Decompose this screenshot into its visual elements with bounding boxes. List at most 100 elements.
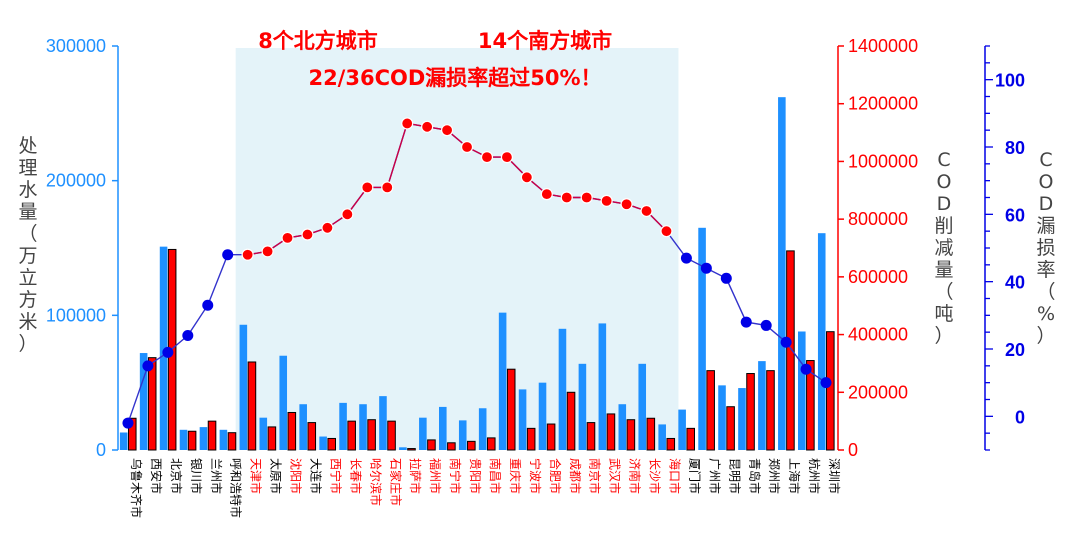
- water-bar: [399, 447, 407, 450]
- cod-bar: [247, 361, 257, 451]
- cod-bar: [726, 406, 735, 451]
- water-bar: [139, 353, 148, 450]
- cod-bar: [686, 427, 695, 451]
- leak-rate-point: [421, 120, 434, 133]
- leak-rate-point: [780, 336, 792, 348]
- leak-rate-point: [222, 249, 234, 261]
- leak-rate-point: [321, 221, 334, 234]
- category-label: 贵阳市: [468, 458, 483, 494]
- category-label: 南京市: [588, 458, 603, 494]
- cod-bar: [427, 439, 436, 451]
- right-axis-cod-tick-label: 600000: [848, 267, 908, 287]
- category-label: 宁波市: [528, 458, 543, 494]
- category-label: 郑州市: [767, 458, 782, 494]
- annotation-leak-note: 22/36COD漏损率超过50%！: [308, 66, 601, 90]
- leak-rate-point: [700, 262, 712, 274]
- right-axis-cod-tick-label: 1400000: [848, 36, 918, 56]
- leak-rate-point: [480, 151, 494, 164]
- water-bar: [798, 331, 806, 450]
- cod-bar: [467, 440, 476, 451]
- cod-bar: [526, 427, 536, 451]
- category-label: 哈尔滨市: [368, 458, 383, 506]
- water-bar: [259, 417, 268, 450]
- right-axis-cod-title-text: C O D 削减量（吨）: [934, 149, 953, 347]
- water-bar: [219, 429, 228, 450]
- leak-rate-point: [540, 188, 553, 201]
- water-bar: [319, 436, 327, 450]
- category-label: 合肥市: [548, 458, 563, 494]
- left-axis-tick-label: 300000: [46, 36, 106, 56]
- right-axis-leak-tick-label: 0: [1015, 407, 1025, 427]
- right-axis-cod-tick-label: 800000: [848, 209, 908, 229]
- cod-bar: [666, 437, 676, 451]
- leak-rate-point: [261, 245, 274, 258]
- cod-bar: [187, 430, 197, 451]
- right-axis-leak-title: C O D 漏损率（%）: [1036, 149, 1055, 347]
- water-bar: [538, 382, 547, 450]
- leak-rate-point: [460, 140, 474, 154]
- water-bar: [339, 402, 347, 450]
- cod-bar: [347, 420, 356, 451]
- category-labels: 乌鲁木齐市 西安市 北京市 银川市 兰州市 呼和浩特市 天津市 太原市 沈阳市 大连市 西宁市 长春市…: [129, 458, 842, 518]
- leak-rate-point: [620, 198, 633, 211]
- cod-bar: [766, 370, 775, 451]
- leak-rate-point: [560, 191, 573, 204]
- leak-rate-point: [281, 231, 294, 244]
- cod-bar: [566, 391, 576, 451]
- category-label: 福州市: [428, 458, 443, 494]
- water-bar: [379, 396, 387, 450]
- category-label: 石家庄市: [388, 458, 403, 506]
- right-axis-leak-tick-label: 40: [1005, 273, 1025, 293]
- leak-rate-point: [760, 319, 772, 331]
- leak-rate-point: [202, 299, 214, 311]
- water-bar: [458, 420, 467, 450]
- right-axis-cod-tick-label: 400000: [848, 325, 908, 345]
- cod-bar: [287, 411, 297, 451]
- right-axis-leak-tick-label: 20: [1005, 340, 1025, 360]
- leak-rate-point: [182, 330, 194, 342]
- water-bar: [678, 409, 686, 450]
- leak-rate-point: [341, 208, 354, 221]
- water-bar: [698, 227, 706, 450]
- leak-rate-point: [162, 346, 174, 358]
- right-axis-leak-tick-label: 80: [1005, 138, 1025, 158]
- leak-rate-point: [381, 181, 394, 194]
- south-north-shaded-region: [235, 48, 679, 450]
- leak-rate-point: [301, 228, 314, 241]
- water-bar: [359, 404, 367, 450]
- cod-bar: [387, 420, 396, 451]
- water-bar: [518, 389, 527, 450]
- water-bar: [439, 406, 447, 450]
- right-axis-leak-title-text: C O D 漏损率（%）: [1036, 149, 1055, 347]
- annotation-north-cities: 8个北方城市: [258, 29, 378, 53]
- water-bar: [638, 363, 647, 450]
- category-label: 昆明市: [727, 458, 742, 494]
- category-label: 济南市: [628, 458, 643, 494]
- water-bar: [578, 363, 587, 450]
- water-bar: [758, 361, 766, 450]
- right-axis-cod-tick-label: 200000: [848, 382, 908, 402]
- cod-bar: [307, 422, 317, 451]
- cod-bar: [546, 423, 556, 451]
- cod-bar: [147, 357, 157, 451]
- category-label: 北京市: [169, 458, 184, 494]
- cod-bar: [407, 448, 416, 451]
- water-bar: [478, 408, 487, 450]
- category-label: 乌鲁木齐市: [129, 458, 144, 518]
- leak-rate-point: [440, 124, 454, 137]
- category-label: 长春市: [348, 458, 363, 494]
- category-label: 杭州市: [807, 458, 822, 494]
- cod-bar: [806, 360, 815, 451]
- cod-bar: [826, 331, 835, 451]
- leak-rate-line-layer: [122, 117, 832, 429]
- water-bar: [598, 323, 607, 450]
- leak-rate-point: [600, 194, 613, 207]
- right-axis-leak-tick-label: 60: [1005, 205, 1025, 225]
- category-label: 银川市: [189, 458, 204, 494]
- leak-rate-point: [500, 151, 514, 164]
- cod-bar: [367, 419, 376, 451]
- right-axis-leak-tick-label: 100: [995, 71, 1025, 91]
- category-label: 厦门市: [687, 458, 702, 494]
- category-label: 武汉市: [608, 458, 623, 494]
